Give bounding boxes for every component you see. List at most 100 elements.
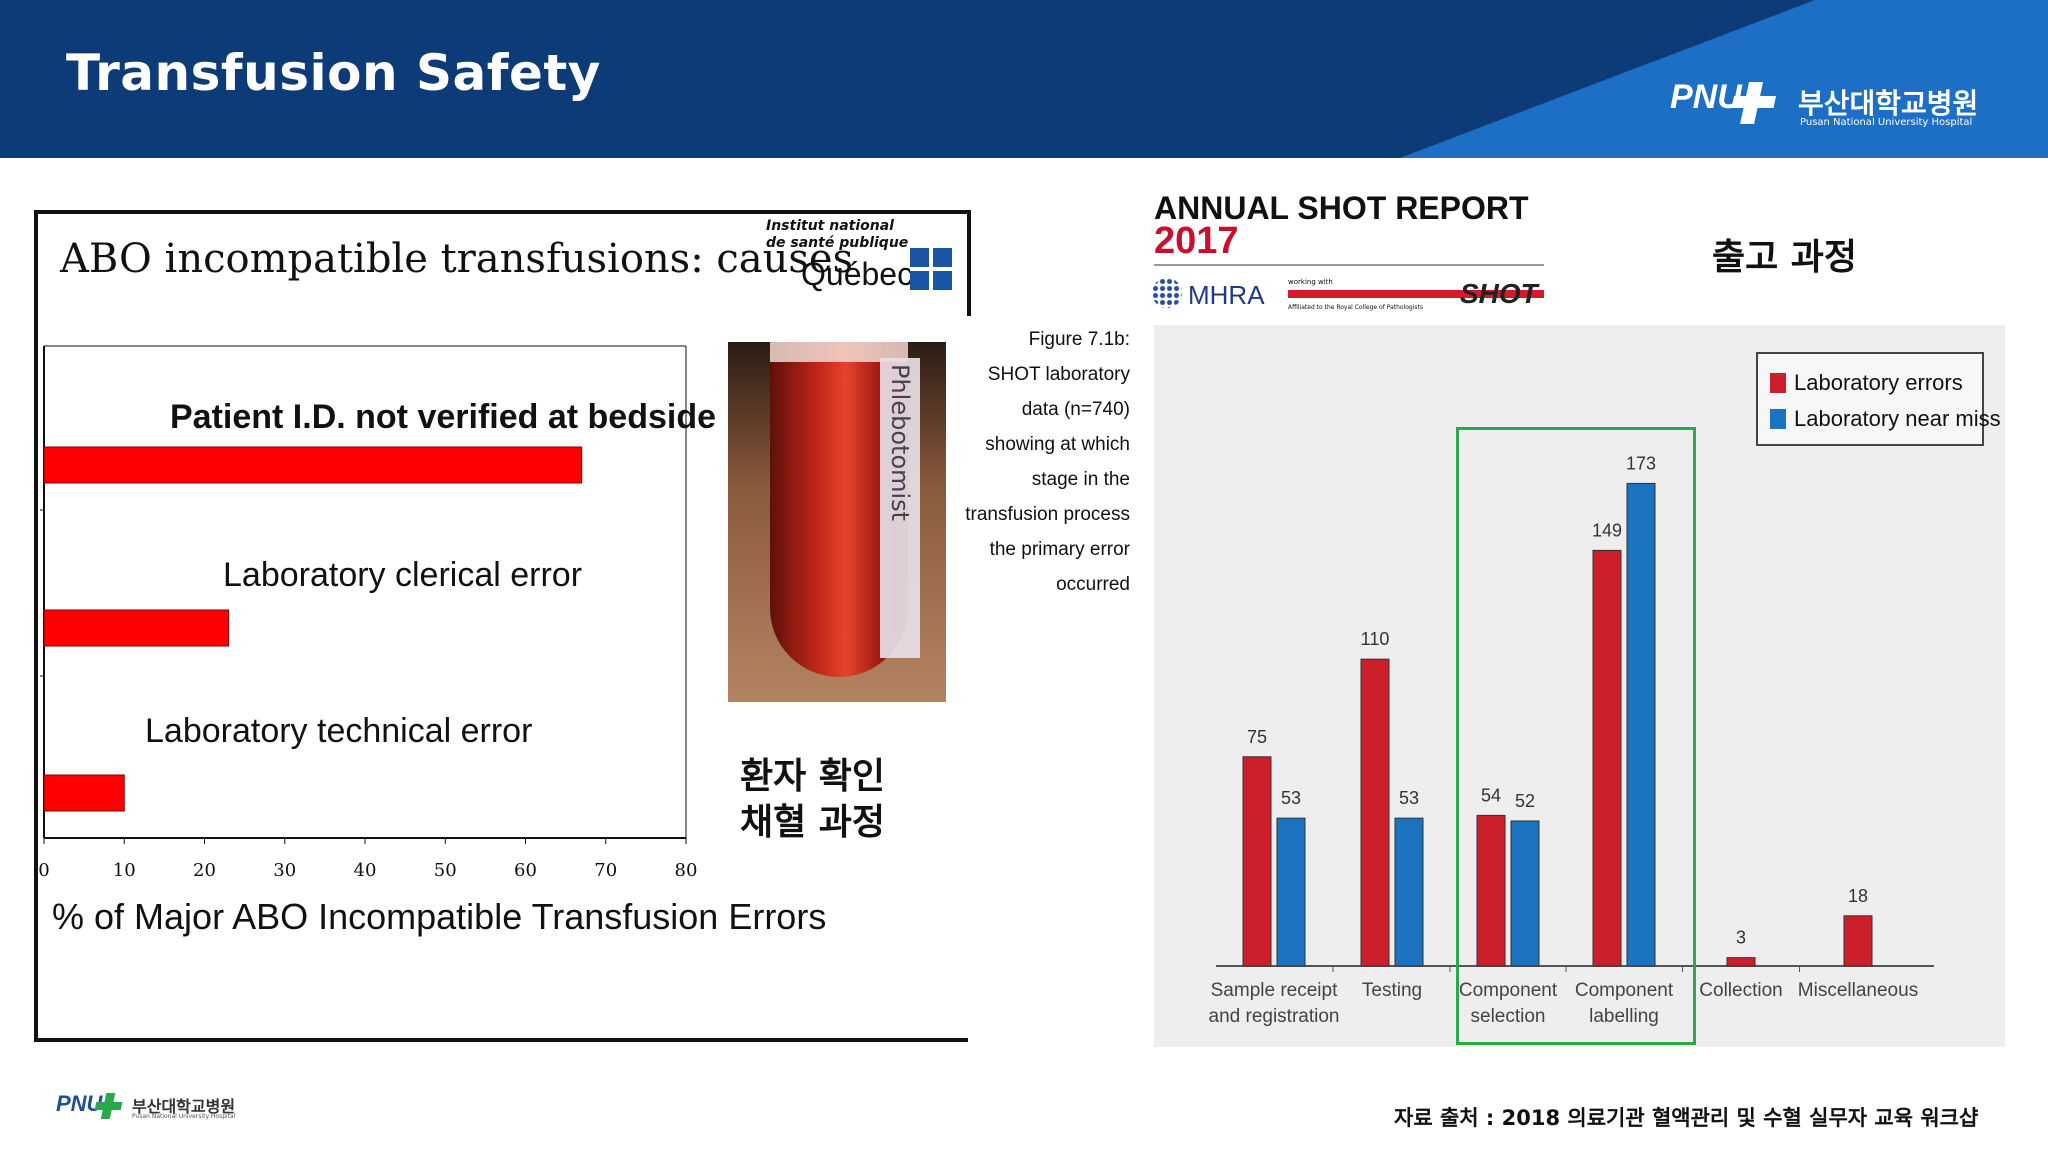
- shot-report-title: ANNUAL SHOT REPORT: [1154, 190, 1529, 226]
- left-chart-x-tick-label: 10: [113, 860, 136, 881]
- tube-label-text: Phlebotomist: [886, 364, 914, 522]
- left-chart-bar: [43, 609, 230, 647]
- legend-swatch-near-miss: [1770, 409, 1786, 429]
- shot-chart-category-label: Miscellaneous: [1798, 980, 1918, 1001]
- shot-chart-category-label: Component: [1575, 980, 1674, 1001]
- shot-chart-bar: [1394, 817, 1424, 967]
- shot-divider: [1154, 264, 1544, 266]
- shot-chart-category-label: Sample receipt: [1211, 980, 1338, 1001]
- shot-chart-bar: [1276, 817, 1306, 967]
- left-figure-frame: [34, 212, 968, 1042]
- left-chart-bar-label: Laboratory technical error: [145, 712, 533, 750]
- quebec-flag-icon: [910, 248, 952, 290]
- chart-legend: Laboratory errors Laboratory near miss: [1756, 352, 2001, 446]
- pnuh-logo-icon: PNU: [1670, 78, 1777, 124]
- shot-chart-category-label: labelling: [1589, 1006, 1659, 1027]
- inspq-line1: Institut national: [766, 218, 894, 234]
- left-figure-top-border: [34, 210, 971, 214]
- inspq-logo: Institut national de santé publique Québ…: [766, 218, 956, 298]
- hospital-logo: PNU 부산대학교병원 Pusan National University Ho…: [1670, 68, 2000, 128]
- figure-caption-line: Figure 7.1b:: [1028, 329, 1130, 350]
- shot-chart-category-label: Collection: [1699, 980, 1782, 1001]
- shot-chart-bar: [1510, 820, 1540, 967]
- left-chart-bar: [43, 446, 583, 484]
- patient-check-note: 환자 확인 채혈 과정: [740, 754, 885, 846]
- left-chart-x-tick-label: 0: [38, 860, 49, 881]
- shot-chart-bar: [1242, 756, 1272, 967]
- legend-label-errors: Laboratory errors: [1794, 370, 1963, 395]
- shot-chart-bar: [1626, 482, 1656, 967]
- shot-chart-data-label: 54: [1481, 785, 1501, 805]
- release-process-note: 출고 과정: [1712, 237, 1858, 278]
- left-chart-bar: [43, 774, 125, 812]
- mhra-logo: MHRA: [1152, 276, 1272, 312]
- shot-chart-data-label: 149: [1592, 520, 1622, 540]
- shot-chart-data-label: 75: [1247, 727, 1267, 747]
- figure-caption-line: transfusion process: [965, 504, 1130, 525]
- shot-chart-data-label: 52: [1515, 791, 1535, 811]
- shot-chart-data-label: 173: [1626, 453, 1656, 473]
- left-chart-x-tick-label: 80: [675, 860, 698, 881]
- left-figure-right-border: [967, 210, 971, 316]
- hospital-name-en: Pusan National University Hospital: [1800, 117, 1973, 128]
- svg-text:PNU: PNU: [1670, 78, 1743, 116]
- source-citation: 자료 출처 : 2018 의료기관 혈액관리 및 수혈 실무자 교육 워크샵: [1394, 1106, 1979, 1130]
- figure-caption-line: showing at which: [985, 434, 1130, 455]
- figure-caption-line: SHOT laboratory: [987, 364, 1130, 385]
- header-band: Transfusion Safety PNU 부산대학교병원 Pusan Nat…: [0, 0, 2048, 158]
- left-chart-x-tick-label: 40: [354, 860, 377, 881]
- shot-chart-data-label: 3: [1736, 928, 1746, 948]
- legend-item-errors: Laboratory errors: [1770, 370, 1963, 396]
- inspq-line2: de santé publique: [766, 235, 909, 251]
- shot-chart-bar: [1726, 957, 1756, 967]
- left-chart-x-tick-label: 50: [434, 860, 457, 881]
- shot-chart-category-label: Testing: [1362, 980, 1422, 1001]
- page-title: Transfusion Safety: [66, 44, 601, 102]
- left-figure-title: ABO incompatible transfusions: causes: [60, 236, 854, 282]
- legend-label-near-miss: Laboratory near miss: [1794, 406, 2001, 431]
- shot-band: [1288, 290, 1544, 298]
- left-chart-x-tick-label: 60: [514, 860, 537, 881]
- blood-tube-photo: Phlebotomist: [728, 342, 946, 702]
- svg-text:PNU: PNU: [56, 1091, 104, 1116]
- patient-check-line1: 환자 확인: [740, 756, 886, 797]
- shot-chart-bar: [1843, 915, 1873, 967]
- shot-chart-data-label: 110: [1361, 629, 1390, 649]
- inspq-line3: Québec: [801, 256, 914, 292]
- left-chart-x-tick-label: 20: [193, 860, 216, 881]
- affiliated-text: Affiliated to the Royal College of Patho…: [1288, 304, 1423, 311]
- left-chart-x-tick-label: 30: [273, 860, 296, 881]
- hospital-name-ko: 부산대학교병원: [1798, 87, 1979, 120]
- shot-logo: SHOT: [1460, 278, 1538, 309]
- figure-caption-line: data (n=740): [1021, 399, 1130, 420]
- shot-report-year: 2017: [1154, 220, 1239, 262]
- footer-hospital-logo: PNU 부산대학교병원 Pusan National University Ho…: [56, 1085, 256, 1125]
- left-chart-bar-label: Laboratory clerical error: [223, 556, 583, 594]
- working-with-text: working with: [1288, 278, 1333, 286]
- shot-chart-category-label: selection: [1471, 1006, 1546, 1027]
- tube-meniscus: [770, 342, 908, 362]
- mhra-text: MHRA: [1188, 280, 1265, 310]
- left-chart-x-tick-label: 70: [594, 860, 617, 881]
- shot-chart-bar: [1476, 814, 1506, 967]
- mhra-dots-icon: [1152, 278, 1182, 308]
- figure-caption-line: occurred: [1056, 574, 1130, 595]
- footer-pnuh-logo-icon: PNU: [56, 1091, 123, 1119]
- tube-label: Phlebotomist: [880, 358, 920, 658]
- shot-chart-data-label: 53: [1399, 788, 1419, 808]
- figure-caption: Figure 7.1b: SHOT laboratory data (n=740) s…: [940, 322, 1130, 602]
- shot-chart-data-label: 18: [1848, 886, 1868, 906]
- shot-chart-category-label: Component: [1459, 980, 1558, 1001]
- footer-hospital-name-en: Pusan National University Hospital: [132, 1113, 236, 1120]
- patient-check-line2: 채혈 과정: [740, 802, 886, 843]
- shot-chart-bar: [1360, 658, 1390, 967]
- figure-caption-line: stage in the: [1031, 469, 1130, 490]
- shot-chart-data-label: 53: [1281, 788, 1301, 808]
- header-accent-wedge: [1400, 0, 2048, 158]
- figure-caption-line: the primary error: [989, 539, 1130, 560]
- footer-hospital-name-ko: 부산대학교병원: [132, 1097, 236, 1116]
- shot-chart-bar: [1592, 549, 1622, 967]
- left-chart-x-caption: % of Major ABO Incompatible Transfusion …: [52, 896, 827, 937]
- highlight-box: [1456, 427, 1696, 1045]
